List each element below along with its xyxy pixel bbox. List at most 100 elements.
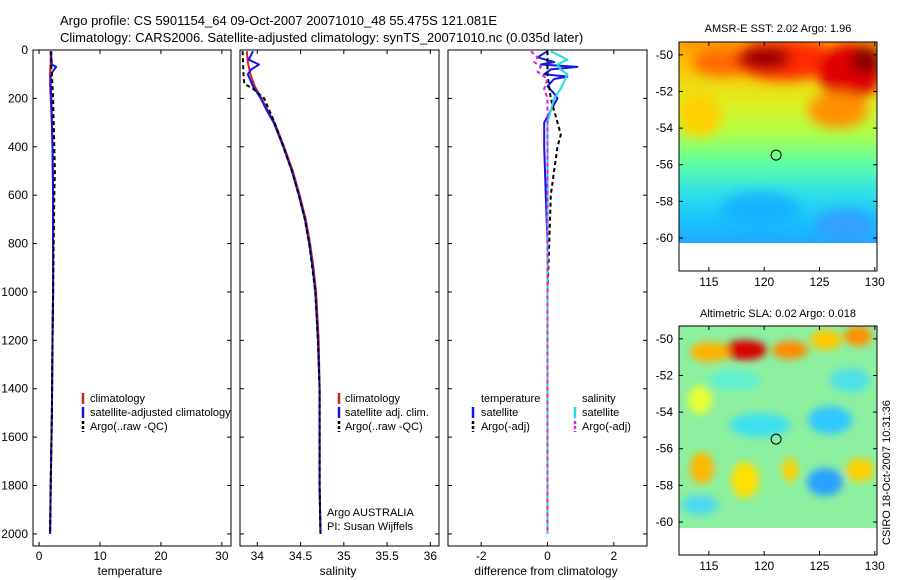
figure-title-line2: Climatology: CARS2006. Satellite-adjuste… bbox=[60, 30, 583, 45]
sla-high-patch bbox=[731, 462, 759, 498]
map-y-tick-label: -50 bbox=[656, 48, 674, 62]
sla-low-patch bbox=[808, 406, 852, 434]
y-tick-label: 400 bbox=[8, 140, 28, 154]
legend-label-satellite: satellite-adjusted climatology bbox=[90, 407, 231, 419]
map-y-tick-label: -54 bbox=[656, 121, 674, 135]
sla-field bbox=[679, 326, 877, 528]
y-tick-label: 200 bbox=[8, 91, 28, 105]
series-line-argo-raw-qc- bbox=[241, 51, 322, 534]
map-y-tick-label: -58 bbox=[656, 194, 674, 208]
sst-warm-patch bbox=[739, 46, 791, 70]
argo-location-marker bbox=[770, 149, 782, 161]
legend-label-temp-satellite: satellite bbox=[481, 407, 518, 419]
map-y-tick-label: -58 bbox=[656, 478, 674, 492]
sst-warm-patch bbox=[679, 93, 722, 137]
map-y-tick-label: -60 bbox=[656, 231, 674, 245]
sla-high-patch bbox=[810, 330, 842, 350]
series-line-argo-raw-qc- bbox=[49, 51, 56, 534]
map-x-tick-label: 120 bbox=[754, 559, 774, 573]
sst-warm-patch bbox=[808, 92, 868, 128]
temperature-legend: climatology satellite-adjusted climatolo… bbox=[81, 393, 231, 433]
difference-legend: temperature satellite Argo(-adj) salinit… bbox=[471, 393, 631, 433]
sla-map-frame bbox=[678, 325, 878, 556]
salinity-panel: 34 34.5 35 35.5 36 salinity climatology sate… bbox=[239, 49, 440, 578]
sla-low-patch bbox=[709, 370, 761, 390]
map-x-tick-label: 125 bbox=[809, 559, 829, 573]
legend-label-temp-argo: Argo(-adj) bbox=[481, 421, 530, 433]
sla-high-patch bbox=[723, 340, 767, 360]
sla-low-patch bbox=[682, 495, 718, 515]
sla-high-patch bbox=[844, 326, 872, 346]
map-y-tick-label: -50 bbox=[656, 332, 674, 346]
salinity-xlabel: salinity bbox=[320, 564, 357, 578]
y-tick-label: 1600 bbox=[1, 430, 28, 444]
y-tick-label: 1000 bbox=[1, 285, 28, 299]
credit-text: CSIRO 18-Oct-2007 10:31:36 bbox=[881, 400, 893, 545]
y-tick-label: 1800 bbox=[1, 479, 28, 493]
y-tick-label: 800 bbox=[8, 237, 28, 251]
sst-field bbox=[679, 42, 877, 243]
map-x-tick-label: 130 bbox=[865, 559, 885, 573]
legend-heading-salinity: salinity bbox=[582, 393, 616, 405]
map-y-tick-label: -54 bbox=[656, 405, 674, 419]
map-y-tick-label: -60 bbox=[656, 515, 674, 529]
sla-high-patch bbox=[846, 458, 874, 482]
sla-high-patch bbox=[690, 452, 714, 484]
sst-map-frame bbox=[678, 41, 878, 272]
y-tick-label: 600 bbox=[8, 188, 28, 202]
y-tick-label: 1200 bbox=[1, 333, 28, 347]
temperature-xlabel: temperature bbox=[98, 564, 163, 578]
sst-warm-patch bbox=[850, 46, 877, 74]
legend-label-argo: Argo(..raw -QC) bbox=[90, 421, 168, 433]
map-x-tick-label: 115 bbox=[699, 559, 718, 573]
salinity-axes-box bbox=[239, 49, 440, 547]
series-line-salinity-argo-adj- bbox=[530, 50, 549, 534]
sla-high-patch bbox=[772, 341, 808, 359]
x-tick-label: 30 bbox=[215, 549, 229, 563]
x-tick-label: 36 bbox=[424, 549, 438, 563]
x-tick-label: 2 bbox=[610, 549, 617, 563]
sst-map: AMSR-E SST: 2.02 Argo: 1.96 -50 -52 -54 -56… bbox=[656, 23, 885, 289]
argo-note-line1: Argo AUSTRALIA bbox=[327, 507, 414, 519]
x-tick-label: 0 bbox=[36, 549, 43, 563]
legend-label-satellite: satellite adj. clim. bbox=[345, 407, 429, 419]
map-x-tick-label: 115 bbox=[699, 275, 718, 289]
sla-low-patch bbox=[807, 468, 843, 496]
x-tick-label: 35 bbox=[337, 549, 351, 563]
sla-map: Altimetric SLA: 0.02 Argo: 0.018 bbox=[656, 308, 885, 573]
map-y-tick-label: -52 bbox=[656, 84, 674, 98]
legend-label-argo: Argo(..raw -QC) bbox=[345, 421, 423, 433]
series-line-temperature-argo-adj- bbox=[546, 51, 562, 534]
series-line-satellite-adjusted-climatology bbox=[49, 51, 58, 534]
x-tick-label: -2 bbox=[476, 549, 487, 563]
sla-low-patch bbox=[730, 413, 790, 437]
x-tick-label: 34 bbox=[251, 549, 265, 563]
temperature-axes-box bbox=[32, 49, 232, 547]
difference-panel: -2 0 2 difference from climatology tempera… bbox=[447, 49, 648, 578]
sla-high-patch bbox=[782, 458, 798, 482]
legend-heading-temperature: temperature bbox=[481, 393, 540, 405]
map-y-tick-label: -56 bbox=[656, 158, 674, 172]
legend-label-climatology: climatology bbox=[345, 393, 401, 405]
map-x-tick-label: 125 bbox=[809, 275, 829, 289]
map-y-tick-label: -56 bbox=[656, 442, 674, 456]
legend-label-sal-argo: Argo(-adj) bbox=[582, 421, 631, 433]
temperature-panel: 0 200 400 600 800 1000 1200 1400 1600 1800 2000 0 1… bbox=[1, 43, 232, 578]
map-y-tick-label: -52 bbox=[656, 368, 674, 382]
x-tick-label: 0 bbox=[544, 549, 551, 563]
legend-label-climatology: climatology bbox=[90, 393, 146, 405]
y-tick-label: 0 bbox=[21, 43, 28, 57]
x-tick-label: 34.5 bbox=[289, 549, 313, 563]
map-x-tick-label: 130 bbox=[865, 275, 885, 289]
salinity-legend: climatology satellite adj. clim. Argo(..… bbox=[337, 393, 429, 433]
x-tick-label: 20 bbox=[154, 549, 168, 563]
sla-map-title: Altimetric SLA: 0.02 Argo: 0.018 bbox=[700, 308, 856, 320]
argo-note-line2: PI: Susan Wijffels bbox=[327, 521, 413, 533]
sst-map-title: AMSR-E SST: 2.02 Argo: 1.96 bbox=[705, 23, 852, 35]
legend-label-sal-satellite: satellite bbox=[582, 407, 619, 419]
map-x-tick-label: 120 bbox=[754, 275, 774, 289]
sla-low-patch bbox=[830, 368, 870, 392]
sst-cold-patch bbox=[815, 209, 875, 241]
y-tick-label: 2000 bbox=[1, 527, 28, 541]
